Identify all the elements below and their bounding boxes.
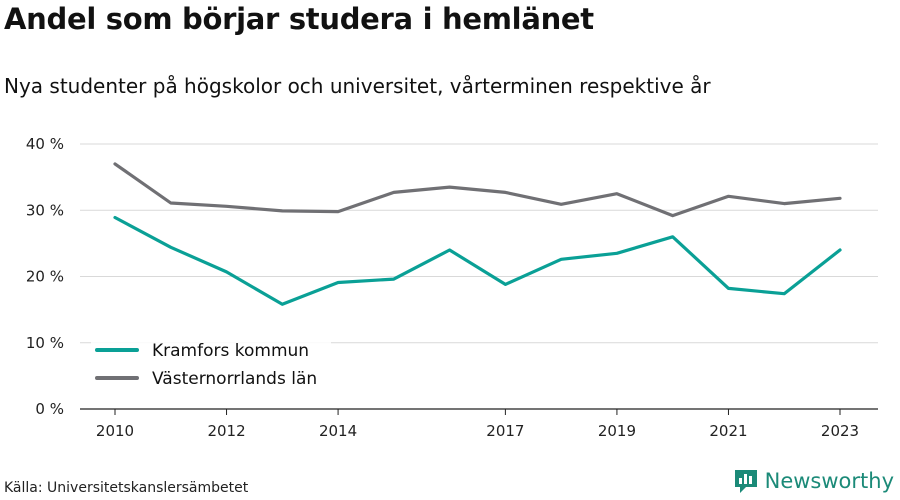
x-tick-label: 2014 <box>319 422 357 440</box>
legend: Kramfors kommun Västernorrlands län <box>91 335 331 389</box>
legend-label-kramfors: Kramfors kommun <box>152 341 309 361</box>
x-tick-label: 2023 <box>821 422 859 440</box>
x-tick-label: 2012 <box>207 422 245 440</box>
grid-lines <box>80 143 878 410</box>
series-line-kramfors <box>113 215 842 306</box>
brand-name: Newsworthy <box>764 469 894 493</box>
x-tick-label: 2021 <box>709 422 747 440</box>
chart-subtitle: Nya studenter på högskolor och universit… <box>4 74 711 98</box>
y-tick-label: 40 % <box>26 135 64 153</box>
chart-title: Andel som börjar studera i hemlänet <box>4 2 594 36</box>
x-tick-label: 2019 <box>598 422 636 440</box>
newsworthy-logo-icon <box>734 470 757 493</box>
legend-label-vasternorrland: Västernorrlands län <box>152 369 317 389</box>
x-tick-label: 2010 <box>96 422 134 440</box>
source-note: Källa: Universitetskanslersämbetet <box>4 480 249 496</box>
y-tick-label: 30 % <box>26 201 64 219</box>
y-tick-label: 0 % <box>35 400 64 418</box>
x-axis-ticks: 2010 2012 2014 2017 2019 2021 2023 <box>96 409 859 440</box>
brand-logo[interactable]: Newsworthy <box>733 468 894 494</box>
x-tick-label: 2017 <box>486 422 524 440</box>
y-tick-label: 20 % <box>26 268 64 286</box>
y-tick-label: 10 % <box>26 334 64 352</box>
series-lines <box>113 162 842 306</box>
y-axis-ticks: 0 % 10 % 20 % 30 % 40 % <box>26 135 64 418</box>
series-line-vasternorrland <box>113 162 842 218</box>
